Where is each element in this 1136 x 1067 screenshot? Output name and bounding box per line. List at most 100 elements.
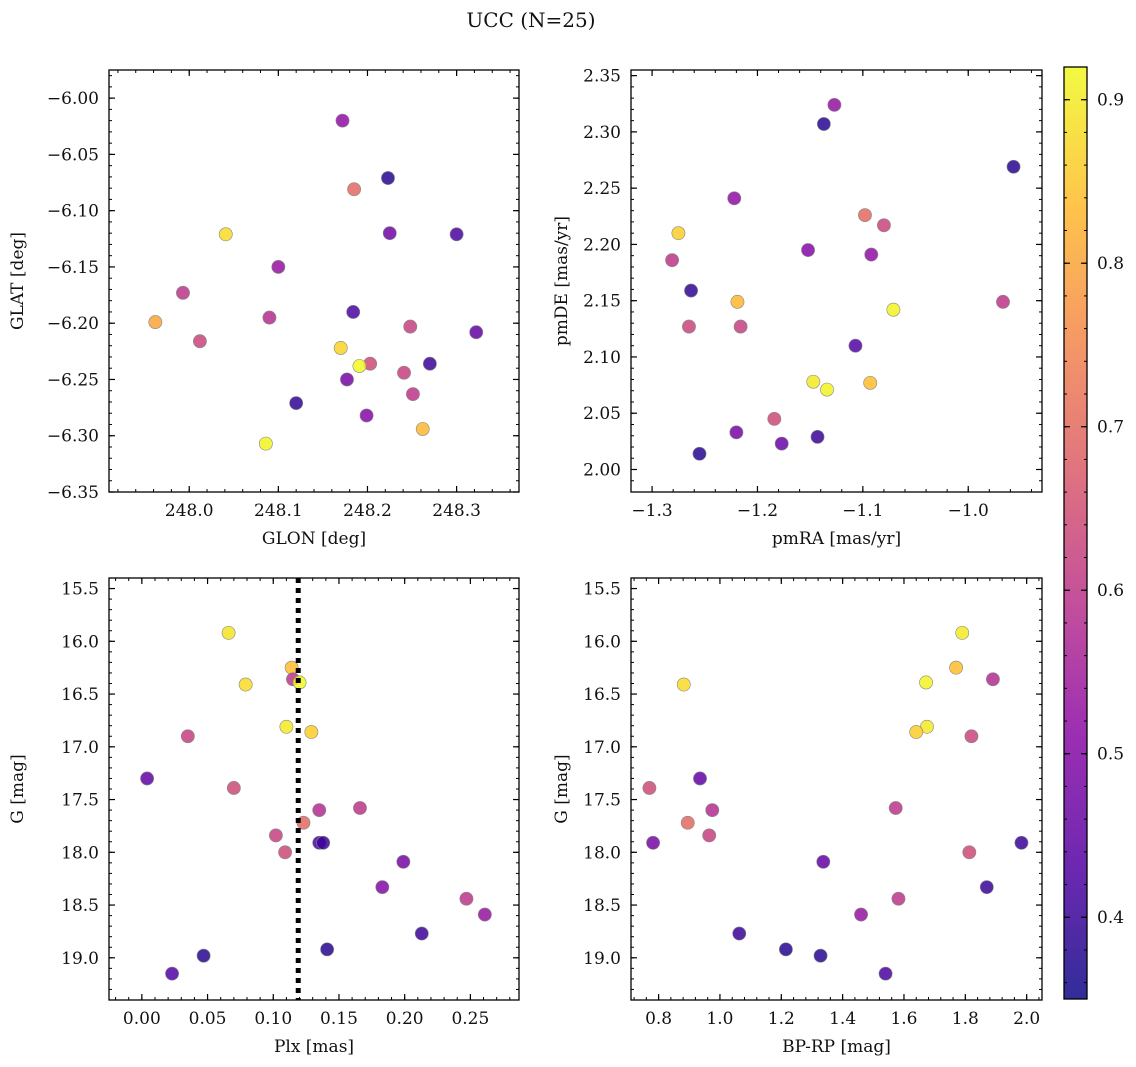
data-point [278,845,292,860]
y-tick-label: 18.0 [583,843,621,863]
data-point [346,305,361,319]
x-tick-label: 248.1 [254,501,303,521]
data-point [477,907,492,922]
colorbar-tick-label: 0.4 [1097,908,1124,928]
data-point [340,372,354,387]
y-tick-label: 16.5 [61,685,99,705]
colorbar-tick-label: 0.6 [1097,581,1124,601]
axes-frame [108,577,520,1001]
y-tick-label: 15.5 [61,580,99,600]
data-point [732,926,747,941]
data-point [422,356,437,371]
data-point [863,375,878,390]
y-tick-label: −6.30 [47,427,99,447]
colorbar-tick-label: 0.9 [1097,91,1124,111]
x-tick-label: 248.3 [432,501,481,521]
data-point [347,182,362,197]
y-tick-label: −6.20 [47,314,99,334]
data-point [403,319,418,334]
data-point [320,942,335,957]
x-axis-label: GLON [deg] [262,529,366,549]
axes-frame [108,69,520,493]
data-point [258,436,273,451]
x-tick-label: −1.1 [842,501,883,521]
y-tick-label: 2.10 [583,348,621,368]
y-tick-label: 2.25 [583,179,621,199]
y-tick-label: 2.00 [583,460,621,480]
data-point [279,719,294,734]
data-point [878,966,893,981]
y-tick-label: 17.0 [61,738,99,758]
data-point [642,781,657,795]
x-tick-label: 1.6 [890,1009,917,1029]
data-point [646,835,660,850]
y-tick-label: −6.15 [47,258,99,278]
panel-4: 0.8 1.0 1.2 1.4 1.6 1.8 2.0 15.5 16.0 16.5 17.0 17.… [552,577,1043,1057]
y-tick-label: 18.0 [61,843,99,863]
data-point [964,729,979,744]
data-point [848,338,863,353]
data-point [180,729,195,744]
data-point [891,891,906,906]
y-axis-label: pmDE [mas/yr] [552,216,572,346]
y-tick-label: 2.05 [583,404,621,424]
data-point [312,803,327,817]
data-point [665,253,679,268]
data-point [858,208,872,223]
data-point [680,815,695,830]
data-point [382,226,397,241]
x-axis-label: BP-RP [mag] [782,1037,891,1057]
data-point [854,907,868,922]
data-point [469,325,484,340]
y-tick-label: −6.10 [47,202,99,222]
x-tick-label: 0.05 [189,1009,227,1029]
colorbar-frame [1063,66,1088,1000]
data-point [396,854,411,869]
y-tick-label: 2.15 [583,292,621,312]
data-point [268,828,283,843]
data-point [986,672,1000,687]
data-point [218,227,233,242]
data-point [962,845,977,860]
colorbar-tick-label: 0.5 [1097,745,1124,765]
data-point [271,260,286,274]
data-point [682,319,696,334]
data-point [801,243,815,257]
data-point [359,408,374,423]
x-tick-label: 0.8 [645,1009,672,1029]
data-point [415,422,430,436]
x-tick-label: 0.25 [451,1009,489,1029]
data-point [816,854,831,869]
y-tick-label: 19.0 [61,949,99,969]
data-point [949,660,964,675]
data-point [813,948,828,963]
x-tick-label: 0.10 [254,1009,292,1029]
x-tick-label: 0.00 [123,1009,161,1029]
data-point [886,302,901,317]
data-point [730,294,745,309]
data-point [335,113,350,128]
x-tick-label: 0.20 [386,1009,424,1029]
y-tick-label: −6.05 [47,145,99,165]
data-point [774,436,789,451]
y-tick-label: 2.30 [583,123,621,143]
data-point [827,97,842,112]
data-point [778,942,793,957]
x-tick-label: 1.4 [829,1009,856,1029]
data-point [304,725,319,739]
data-point [449,227,464,242]
data-point [165,966,179,981]
data-point [671,226,686,241]
colorbar-tick-label: 0.8 [1097,254,1124,274]
y-tick-label: 2.35 [583,67,621,87]
colorbar-tick-label: 0.7 [1097,418,1124,438]
data-point [692,446,707,461]
x-tick-label: 1.0 [706,1009,733,1029]
x-tick-label: 1.8 [952,1009,979,1029]
y-tick-label: 17.0 [583,738,621,758]
data-point [262,310,277,325]
x-tick-label: 248.0 [165,501,214,521]
data-point [806,374,821,389]
data-point [693,771,707,786]
